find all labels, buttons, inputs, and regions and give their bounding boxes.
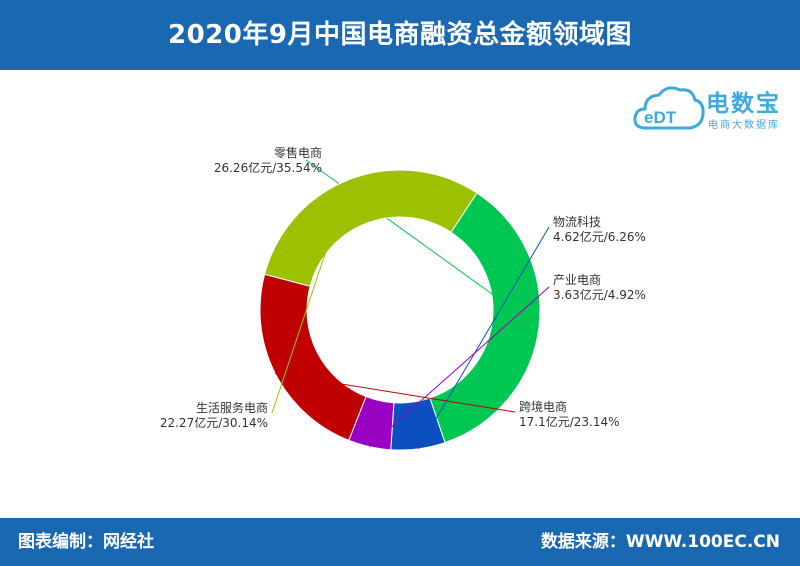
logo-mark: eDT [644, 108, 677, 127]
slice-4 [264, 169, 478, 287]
leader-line-3 [275, 372, 516, 413]
leader-line-4 [271, 179, 351, 414]
slice-3 [259, 273, 367, 441]
slice-label-name-4: 生活服务电商 [196, 400, 268, 415]
slice-label-value-3: 17.1亿元/23.14% [519, 414, 620, 429]
logo-name: 电数宝 [706, 91, 781, 117]
footer-source: 数据来源：WWW.100EC.CN [540, 532, 780, 552]
cloud-logo-icon: eDT [633, 86, 705, 130]
leader-line-2 [369, 286, 550, 447]
leader-line-1 [417, 226, 550, 450]
footer-bar: 图表编制：网经社 数据来源：WWW.100EC.CN [0, 518, 800, 566]
slice-label-value-2: 3.63亿元/4.92% [553, 287, 646, 302]
footer-credit: 图表编制：网经社 [18, 532, 154, 552]
slice-label-name-0: 零售电商 [274, 145, 322, 160]
slice-label-name-1: 物流科技 [553, 215, 601, 229]
slice-label-value-4: 22.27亿元/30.14% [160, 415, 268, 430]
logo-subtitle: 电商大数据库 [708, 120, 780, 131]
slice-label-value-1: 4.62亿元/6.26% [553, 229, 646, 244]
slice-label-value-0: 26.26亿元/35.54% [214, 160, 322, 175]
slice-label-name-3: 跨境电商 [519, 399, 567, 414]
page-title: 2020年9月中国电商融资总金额领域图 [168, 20, 632, 50]
slice-0 [429, 192, 541, 444]
slice-label-name-2: 产业电商 [553, 272, 601, 287]
header-bar [0, 0, 800, 70]
logo: eDT 电数宝 电商大数据库 [632, 78, 792, 138]
